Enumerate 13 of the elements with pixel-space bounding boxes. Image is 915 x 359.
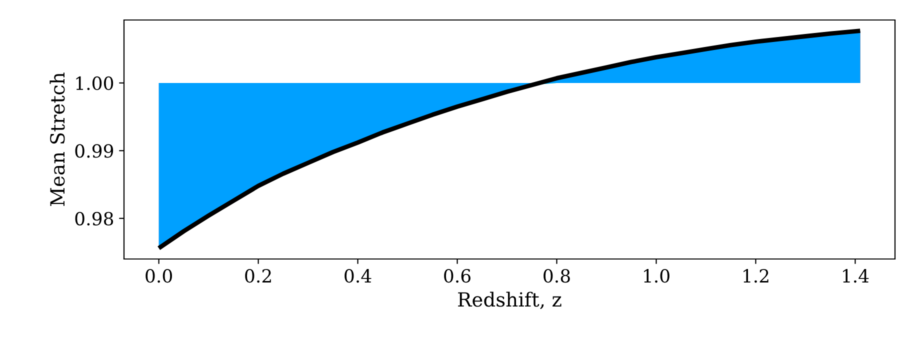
x-tick-label: 1.4 (843, 269, 869, 283)
x-tick-label: 0.4 (344, 269, 372, 283)
x-tick-label: 0.6 (444, 269, 470, 283)
y-tick-label: 0.99 (75, 144, 114, 158)
x-axis-title: Redshift, z (458, 292, 562, 310)
y-tick-label: 1.00 (76, 76, 114, 90)
x-tick-label: 0.8 (544, 269, 570, 283)
x-tick-label: 1.0 (644, 269, 670, 283)
x-tick-label: 1.2 (744, 269, 768, 283)
x-tick-label: 0.0 (146, 269, 172, 283)
y-tick-label: 0.98 (75, 212, 114, 226)
y-axis-title: Mean Stretch (50, 72, 65, 206)
x-tick-label: 0.2 (245, 269, 271, 283)
